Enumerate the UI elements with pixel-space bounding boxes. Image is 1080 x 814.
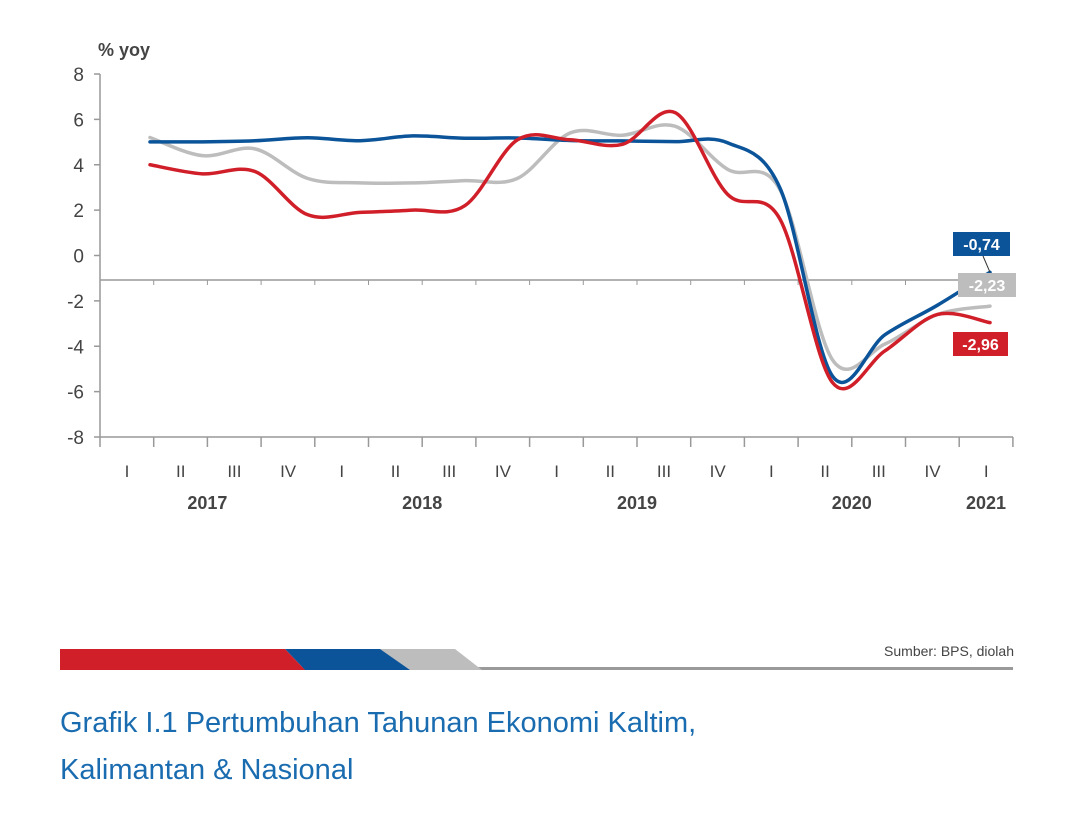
end-value-label: -2,96: [962, 337, 999, 354]
x-tick-label: IV: [495, 462, 512, 481]
x-tick-label: II: [176, 462, 185, 481]
x-tick-label: III: [657, 462, 671, 481]
y-tick-label: 8: [73, 65, 84, 86]
x-tick-label: II: [820, 462, 829, 481]
caption-line-1: Grafik I.1 Pertumbuhan Tahunan Ekonomi K…: [60, 707, 697, 739]
x-tick-label: I: [554, 462, 559, 481]
y-tick-label: -6: [67, 383, 84, 404]
x-tick-label: IV: [280, 462, 297, 481]
x-tick-label: III: [872, 462, 886, 481]
end-value-box: [953, 232, 1010, 256]
y-tick-label: 4: [73, 156, 84, 177]
year-label: 2021: [966, 493, 1006, 513]
y-tick-label: 0: [73, 247, 84, 268]
x-tick-label: I: [769, 462, 774, 481]
series-line-2: [148, 109, 992, 391]
stripe-red: [60, 649, 305, 670]
stripe-gray: [380, 649, 482, 670]
y-tick-label: 2: [73, 201, 84, 222]
year-label: 2020: [832, 493, 872, 513]
y-tick-label: -8: [67, 428, 84, 449]
stripe-rule: [60, 667, 1013, 670]
y-tick-label: -2: [67, 292, 84, 313]
y-axis-label: % yoy: [98, 40, 150, 60]
end-value-box: [953, 332, 1008, 356]
x-tick-label: III: [227, 462, 241, 481]
x-tick-label: IV: [710, 462, 727, 481]
x-tick-label: I: [339, 462, 344, 481]
decorative-stripe: [60, 649, 1013, 670]
caption-line-2: Kalimantan & Nasional: [60, 754, 354, 786]
year-label: 2018: [402, 493, 442, 513]
figure-caption: Grafik I.1 Pertumbuhan Tahunan Ekonomi K…: [60, 700, 696, 794]
series-line-0: [148, 134, 992, 385]
label-leader-line: [982, 255, 991, 273]
x-tick-label: I: [125, 462, 130, 481]
year-label: 2017: [187, 493, 227, 513]
stripe-blue: [285, 649, 410, 670]
x-tick-label: II: [606, 462, 615, 481]
y-tick-label: 6: [73, 110, 84, 131]
x-tick-label: III: [442, 462, 456, 481]
end-value-box: [958, 273, 1016, 297]
x-tick-label: II: [391, 462, 400, 481]
y-tick-label: -4: [67, 337, 84, 358]
x-tick-label: IV: [924, 462, 941, 481]
end-value-label: -2,23: [969, 278, 1006, 295]
end-value-label: -0,74: [963, 237, 1000, 254]
year-label: 2019: [617, 493, 657, 513]
source-note: Sumber: BPS, diolah: [884, 643, 1014, 659]
series-line-1: [148, 123, 992, 371]
x-tick-label: I: [984, 462, 989, 481]
